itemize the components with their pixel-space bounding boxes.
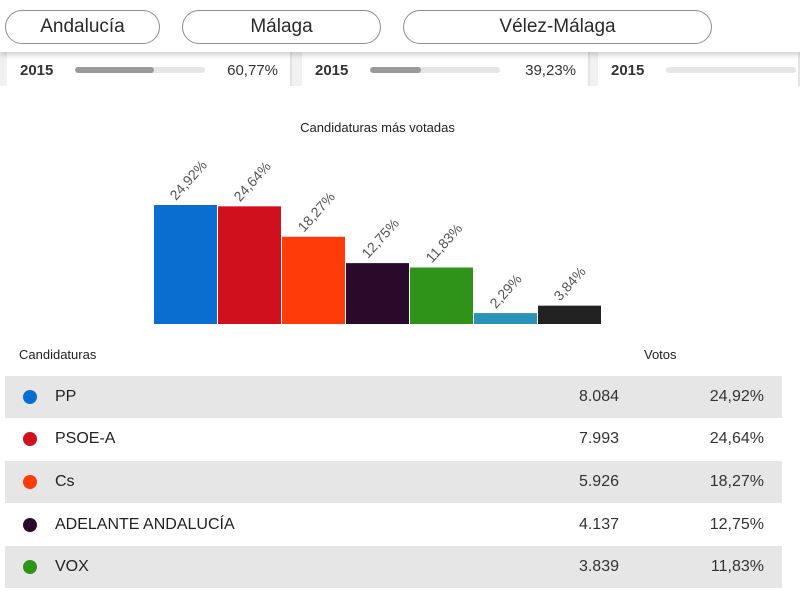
party-name: VOX (55, 558, 89, 575)
bar-data-label: 11,83% (422, 220, 465, 265)
participation-strip: 2015 60,77% 2015 39,23% 2015 (0, 52, 800, 86)
participation-year: 2015 (20, 62, 54, 79)
participation-cell: 2015 60,77% (7, 52, 292, 86)
party-votes: 3.839 (578, 558, 619, 575)
party-percent: 24,92% (709, 388, 764, 405)
party-votes: 7.993 (578, 430, 619, 447)
participation-year: 2015 (315, 62, 349, 79)
bar-7[interactable] (538, 305, 601, 324)
party-name: PP (55, 388, 77, 405)
table-row: PP 8.084 24,92% (5, 376, 782, 418)
party-color-dot (23, 475, 37, 489)
party-color-dot (23, 560, 37, 574)
participation-value: 60,77% (227, 62, 278, 79)
bar-data-label: 3,84% (550, 263, 588, 303)
bar-data-label: 24,64% (230, 158, 274, 204)
table-row: PSOE-A 7.993 24,64% (5, 418, 782, 460)
party-percent: 11,83% (710, 558, 764, 575)
participation-bar (75, 67, 205, 73)
party-percent: 12,75% (709, 516, 764, 533)
bar-4[interactable] (346, 263, 409, 324)
location-pill-malaga[interactable]: Málaga (182, 10, 381, 44)
bar-chart: 24,92% 24,64% 18,27% 12,75% 11,83% 2,29% 3,84% (154, 157, 601, 324)
location-selector: Andalucía Málaga Vélez-Málaga (0, 0, 800, 52)
location-pill-andalucia[interactable]: Andalucía (5, 10, 160, 44)
participation-year: 2015 (611, 62, 645, 79)
party-percent: 24,64% (709, 430, 764, 447)
candidates-column-header: Candidaturas (19, 347, 97, 362)
bar-data-label: 12,75% (358, 215, 402, 261)
party-color-dot (23, 390, 37, 404)
party-name: PSOE-A (55, 430, 116, 447)
bar-data-label: 24,92% (166, 157, 210, 203)
party-votes: 5.926 (578, 473, 619, 490)
participation-cell: 2015 39,23% (302, 52, 590, 86)
participation-bar (666, 67, 796, 73)
table-row: ADELANTE ANDALUCÍA 4.137 12,75% (5, 504, 782, 546)
bar-5[interactable] (410, 267, 473, 324)
votes-column-header: Votos (644, 347, 677, 362)
party-percent: 18,27% (709, 473, 764, 490)
bar-1[interactable] (154, 205, 217, 324)
location-pill-velez-malaga[interactable]: Vélez-Málaga (403, 10, 712, 44)
party-name: Cs (55, 473, 75, 490)
party-votes: 4.137 (578, 516, 619, 533)
bar-data-label: 18,27% (294, 189, 338, 235)
bar-6[interactable] (474, 313, 537, 324)
bar-3[interactable] (282, 236, 345, 324)
participation-value: 39,23% (525, 62, 576, 79)
party-color-dot (23, 432, 37, 446)
chart-title: Candidaturas más votadas (300, 120, 455, 135)
participation-cell: 2015 (598, 52, 800, 86)
party-votes: 8.084 (578, 388, 619, 405)
bar-2[interactable] (218, 206, 281, 324)
party-color-dot (23, 518, 37, 532)
participation-bar (370, 67, 500, 73)
bar-data-label: 2,29% (486, 271, 524, 311)
table-row: Cs 5.926 18,27% (5, 461, 782, 503)
party-name: ADELANTE ANDALUCÍA (55, 516, 235, 533)
table-row: VOX 3.839 11,83% (5, 546, 782, 588)
